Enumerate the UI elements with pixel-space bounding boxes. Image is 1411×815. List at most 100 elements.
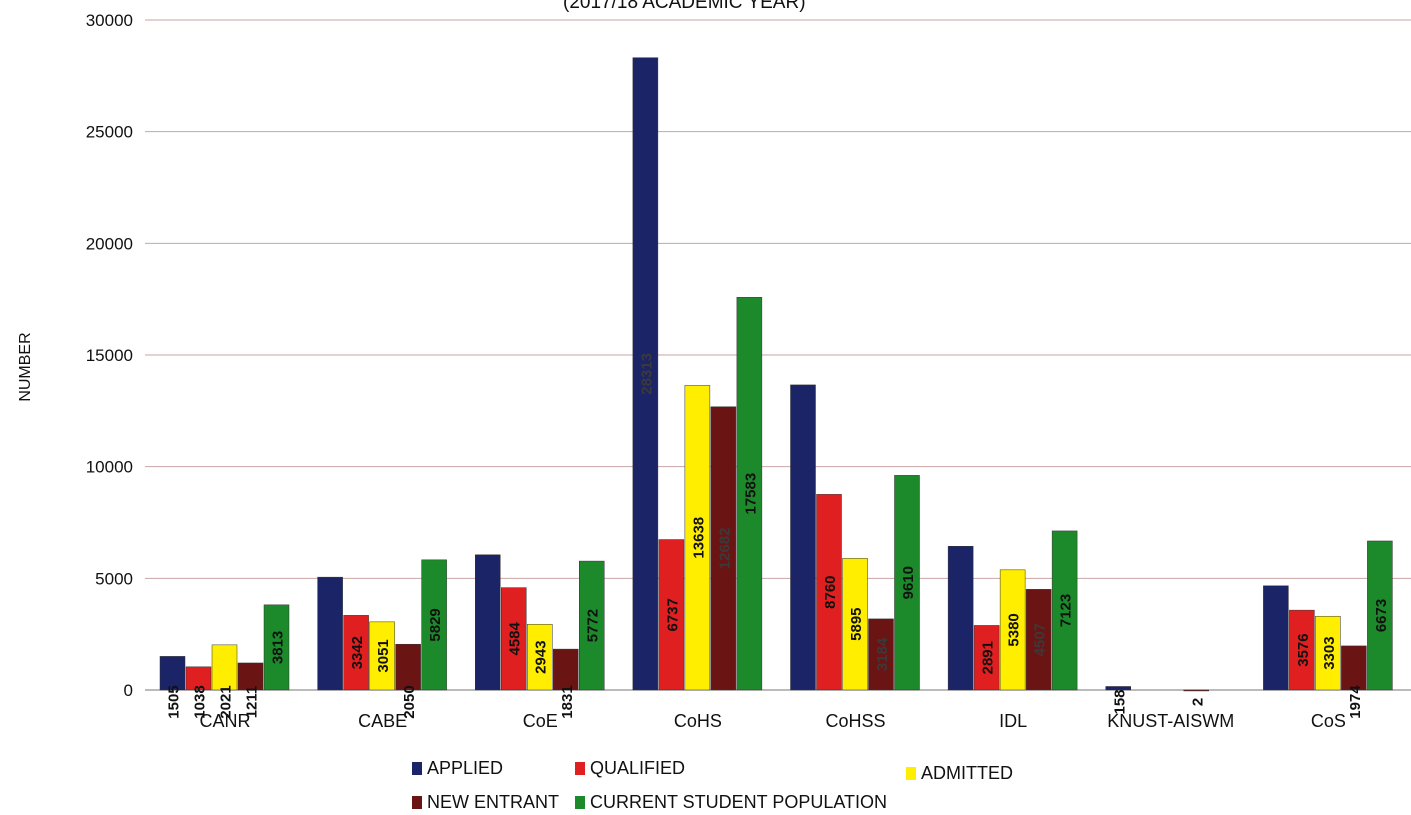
bar	[317, 576, 343, 691]
bar	[1263, 585, 1289, 691]
legend-item: CURRENT STUDENT POPULATION	[575, 792, 887, 813]
x-tick-label: CoHSS	[825, 711, 885, 731]
legend-item: ADMITTED	[906, 763, 1013, 784]
y-tick-label: 15000	[86, 346, 133, 365]
bar	[185, 666, 212, 691]
data-label: 3576	[1295, 633, 1312, 666]
bar	[343, 615, 369, 691]
data-label: 3342	[349, 636, 366, 669]
bar	[579, 560, 605, 691]
bar	[237, 662, 264, 691]
bar	[475, 554, 501, 691]
data-label: 7123	[1058, 594, 1075, 627]
bar	[1289, 609, 1315, 691]
legend-label: QUALIFIED	[590, 758, 686, 778]
data-label: 158	[1111, 689, 1128, 714]
x-tick-label: CANR	[199, 711, 250, 731]
bar	[658, 539, 685, 691]
legend-swatch	[906, 767, 916, 780]
data-label: 9610	[900, 566, 917, 599]
data-label: 2	[1189, 698, 1206, 706]
x-tick-label: CoS	[1311, 711, 1346, 731]
bar	[263, 604, 290, 691]
bar	[501, 587, 527, 691]
chart-title: (2017/18 ACADEMIC YEAR)	[563, 0, 806, 13]
bar	[816, 494, 842, 691]
legend-item: NEW ENTRANT	[412, 792, 559, 813]
data-label: 5829	[427, 608, 444, 641]
legend-label: CURRENT STUDENT POPULATION	[590, 792, 888, 812]
legend-swatch	[575, 796, 585, 809]
bar	[1183, 689, 1209, 692]
legend-label: APPLIED	[427, 758, 504, 778]
bar	[632, 57, 659, 691]
data-label: 8760	[822, 575, 839, 608]
legend-label: ADMITTED	[921, 763, 1013, 783]
y-tick-label: 30000	[86, 11, 133, 30]
bar	[894, 475, 920, 691]
bar	[369, 621, 395, 691]
legend-item: APPLIED	[412, 758, 503, 779]
bar	[395, 643, 421, 691]
bar	[1315, 615, 1341, 691]
data-label: 3184	[874, 637, 891, 671]
data-label: 3051	[375, 639, 392, 672]
bar	[1367, 540, 1393, 691]
data-label: 13638	[690, 517, 707, 559]
data-label: 3813	[270, 631, 287, 664]
bar	[1051, 530, 1078, 691]
data-label: 5772	[585, 609, 602, 642]
x-tick-label: CABE	[358, 711, 407, 731]
bar	[999, 569, 1026, 691]
bar	[684, 385, 711, 691]
legend-swatch	[412, 796, 422, 809]
bar	[973, 625, 1000, 691]
data-label: 1038	[192, 685, 209, 718]
data-label: 5895	[848, 607, 865, 640]
bar	[553, 648, 579, 691]
data-label: 28313	[638, 353, 655, 395]
x-tick-label: IDL	[999, 711, 1027, 731]
data-label: 1505	[166, 685, 183, 718]
data-label: 1211	[244, 686, 261, 719]
bar	[790, 384, 816, 691]
data-label: 6737	[664, 598, 681, 631]
bar	[211, 644, 238, 691]
data-label: 2050	[401, 685, 418, 718]
data-label: 1831	[559, 685, 576, 718]
data-label: 4584	[507, 621, 524, 655]
data-label: 2891	[980, 641, 997, 674]
bar	[1341, 645, 1367, 691]
x-tick-label: CoE	[523, 711, 558, 731]
bar	[1105, 686, 1131, 691]
data-label: 3303	[1321, 636, 1338, 669]
y-tick-label: 25000	[86, 123, 133, 142]
legend-item: QUALIFIED	[575, 758, 685, 779]
data-label: 1974	[1347, 685, 1364, 719]
bar	[736, 297, 763, 691]
data-label: 17583	[742, 473, 759, 515]
bar	[159, 656, 186, 691]
y-tick-label: 0	[124, 681, 133, 700]
bar	[710, 406, 737, 691]
bar	[868, 618, 894, 691]
legend-swatch	[575, 762, 585, 775]
x-tick-label: CoHS	[674, 711, 722, 731]
legend-label: NEW ENTRANT	[427, 792, 559, 812]
legend-swatch	[412, 762, 422, 775]
y-tick-label: 20000	[86, 234, 133, 253]
data-label: 4507	[1032, 623, 1049, 656]
data-label: 6673	[1373, 599, 1390, 632]
data-label: 2021	[218, 685, 235, 718]
bar	[947, 546, 974, 691]
data-label: 12682	[716, 528, 733, 570]
data-label: 2943	[533, 640, 550, 673]
data-label: 5380	[1006, 613, 1023, 646]
y-tick-label: 5000	[95, 569, 133, 588]
bar	[527, 624, 553, 691]
bar	[1025, 589, 1052, 691]
x-tick-label: KNUST-AISWM	[1107, 711, 1234, 731]
bar	[842, 558, 868, 691]
bar	[421, 559, 447, 691]
